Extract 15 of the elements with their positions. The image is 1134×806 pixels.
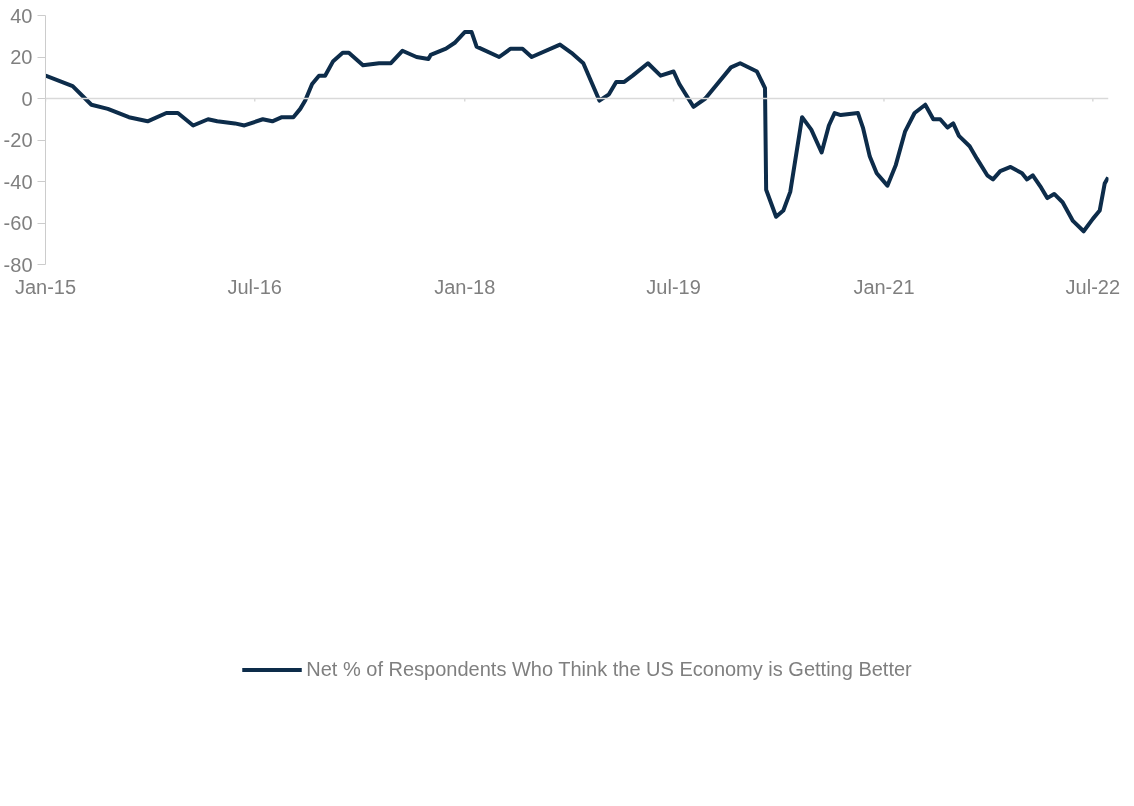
x-tick-label: Jan-21	[853, 275, 915, 298]
y-tick-label: -20	[3, 129, 33, 151]
y-tick-label: 40	[10, 4, 33, 27]
y-tick-label: -40	[3, 170, 33, 193]
y-tick-label: 20	[10, 46, 33, 68]
x-tick-label: Jul-22	[1065, 275, 1121, 298]
x-tick-label: Jul-19	[646, 275, 701, 298]
y-tick-label: -60	[3, 212, 33, 234]
x-tick-label: Jul-16	[227, 275, 282, 298]
x-tick-label: Jan-18	[434, 275, 496, 298]
legend-label: Net % of Respondents Who Think the US Economy is Getting Better	[306, 657, 912, 681]
y-tick-label: -80	[3, 253, 33, 276]
x-tick-label: Jan-15	[14, 275, 77, 298]
line-series	[45, 30, 1109, 234]
y-tick-label: 0	[21, 87, 33, 110]
